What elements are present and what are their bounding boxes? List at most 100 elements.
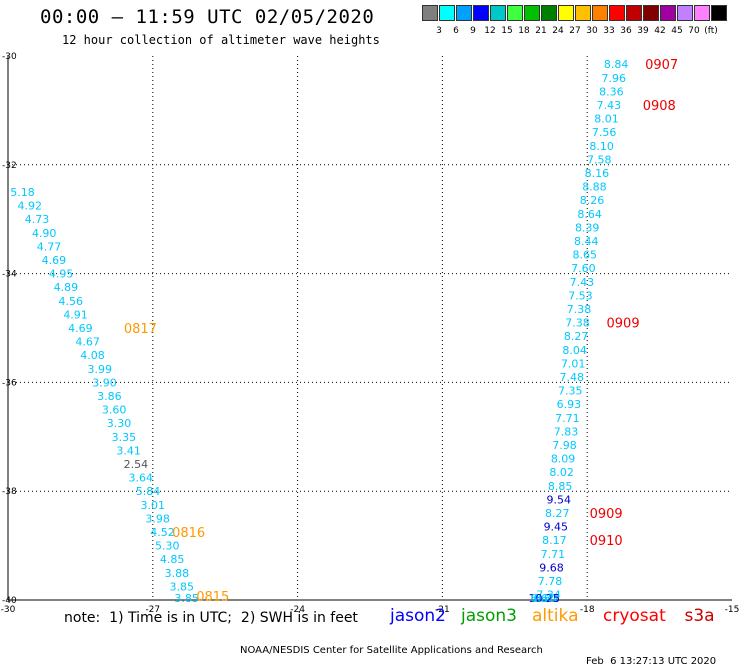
colorbar-swatch [711, 5, 727, 21]
satellite-s3a: s3a [684, 606, 715, 626]
wave-height-value: 8.84 [604, 58, 629, 71]
colorbar-swatch [422, 5, 438, 21]
wave-height-value: 8.09 [551, 453, 576, 466]
wave-height-value: 8.64 [577, 208, 602, 221]
wave-height-value: 8.27 [545, 507, 570, 520]
colorbar-swatch [490, 5, 506, 21]
wave-height-value: 8.36 [599, 85, 624, 98]
wave-height-value: 6.93 [557, 398, 582, 411]
satellite-jason3: jason3 [461, 606, 517, 626]
wave-height-value: 4.89 [54, 281, 79, 294]
wave-height-value: 4.73 [25, 213, 50, 226]
y-tick-label: -40 [2, 596, 17, 606]
colorbar-label: 6 [453, 26, 459, 36]
colorbar-label: 24 [552, 26, 564, 36]
wave-height-value: 4.77 [37, 240, 62, 253]
wave-height-value: 8.04 [562, 344, 587, 357]
wave-height-value: 3.01 [141, 499, 166, 512]
wave-height-value: 8.27 [564, 330, 589, 343]
colorbar-swatch [626, 5, 642, 21]
wave-height-value: 6.22 [535, 592, 560, 605]
wave-height-value: 8.17 [542, 534, 567, 547]
colorbar-label: 9 [470, 26, 476, 36]
wave-height-value: 3.88 [165, 567, 190, 580]
wave-height-value: 7.43 [570, 276, 595, 289]
colorbar-label: 39 [637, 26, 649, 36]
x-tick-label: -18 [580, 605, 595, 615]
wave-height-value: 9.45 [544, 521, 569, 534]
wave-height-value: 3.86 [97, 390, 122, 403]
wave-height-value: 4.85 [160, 553, 185, 566]
wave-height-value: 4.52 [150, 526, 175, 539]
wave-height-value: 4.90 [32, 227, 57, 240]
wave-height-value: 3.41 [116, 444, 141, 457]
colorbar-label: 3 [436, 26, 442, 36]
wave-height-plot: -30-32-34-36-38-40-30 -27 -24 -21 -18 -15 5.1… [1, 52, 740, 615]
wave-height-value: 7.58 [587, 153, 612, 166]
wave-height-value: 7.96 [601, 72, 626, 85]
pass-time-label: 0817 [124, 322, 157, 337]
wave-height-value: 4.95 [49, 268, 74, 281]
wave-height-value: 3.30 [107, 417, 132, 430]
wave-height-value: 7.43 [597, 99, 622, 112]
wave-height-value: 8.16 [585, 167, 610, 180]
x-tick-label: -27 [145, 605, 160, 615]
wave-height-value: 4.69 [68, 322, 93, 335]
wave-height-value: 7.38 [567, 303, 592, 316]
colorbar-swatch [439, 5, 455, 21]
colorbar-label: 15 [501, 26, 513, 36]
wave-height-value: 8.10 [589, 140, 614, 153]
pass-time-label: 0909 [607, 317, 640, 332]
y-tick-label: -30 [2, 52, 17, 62]
satellite-cryosat: cryosat [603, 606, 666, 626]
wave-height-value: 7.34 [536, 589, 561, 602]
wave-height-value: 4.08 [80, 349, 105, 362]
colorbar-label: 27 [569, 26, 581, 36]
wave-height-value: 5.18 [10, 186, 35, 199]
wave-height-value: 4.91 [63, 308, 88, 321]
colorbar-swatch [694, 5, 710, 21]
pass-time-label: 0907 [645, 58, 678, 73]
wave-height-value: 5.84 [136, 485, 161, 498]
wave-height-value: 3.64 [128, 472, 153, 485]
colorbar-swatch [592, 5, 608, 21]
wave-height-value: 3.98 [145, 512, 170, 525]
wave-height-value: 7.71 [541, 548, 566, 561]
wave-height-value: 7.48 [560, 371, 585, 384]
wave-height-value: 3.35 [112, 431, 137, 444]
wave-height-value: 8.02 [549, 466, 574, 479]
wave-height-value: 5.30 [155, 540, 180, 553]
colorbar-swatch [507, 5, 523, 21]
colorbar-swatch [456, 5, 472, 21]
wave-height-value: 4.56 [58, 295, 83, 308]
wave-height-value: 6.81 [533, 592, 558, 605]
wave-height-value: 7.98 [552, 439, 577, 452]
pass-time-label: 0909 [590, 507, 623, 522]
units-note: note: 1) Time is in UTC; 2) SWH is in fe… [64, 610, 358, 626]
x-tick-label: -15 [725, 605, 740, 615]
wave-height-value: 3.85 [174, 592, 199, 605]
wave-height-value: 7.53 [568, 289, 593, 302]
colorbar-label: 18 [518, 26, 530, 36]
wave-height-value: 3.90 [92, 376, 117, 389]
pass-time-label: 0815 [196, 590, 229, 605]
wave-height-value: 3.60 [102, 404, 127, 417]
y-tick-label: -36 [2, 378, 17, 388]
colorbar-label: 30 [586, 26, 598, 36]
x-tick-label: -24 [290, 605, 305, 615]
wave-height-value: 10.25 [528, 592, 560, 605]
wave-height-value: 8.88 [582, 181, 607, 194]
satellite-altika: altika [532, 606, 579, 626]
colorbar-label: 70 [688, 26, 700, 36]
colorbar-swatch [575, 5, 591, 21]
footer: NOAA/NESDIS Center for Satellite Applica… [0, 634, 740, 667]
pass-time-label: 0816 [172, 526, 205, 541]
wave-height-value: 9.54 [546, 493, 571, 506]
wave-height-value: 4.67 [75, 336, 100, 349]
wave-height-value: 3.99 [87, 363, 112, 376]
satellite-jason2: jason2 [390, 606, 446, 626]
wave-height-value: 6.61 [531, 592, 556, 605]
wave-height-value: 9.68 [539, 561, 564, 574]
colorbar-swatch [609, 5, 625, 21]
colorbar-swatch [643, 5, 659, 21]
